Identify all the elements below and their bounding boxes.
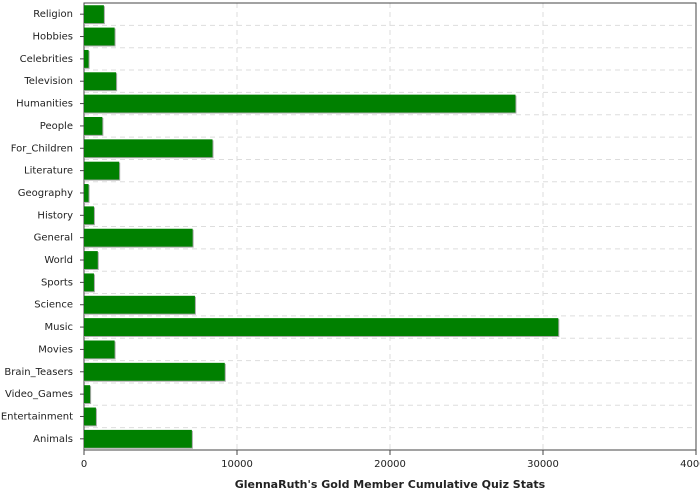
bar	[84, 139, 213, 158]
y-tick-label: For_Children	[11, 143, 73, 154]
bar	[84, 273, 94, 292]
y-tick-label: Sports	[41, 277, 73, 288]
y-tick-label: Humanities	[16, 99, 73, 110]
y-tick-label: Entertainment	[1, 411, 73, 422]
y-tick-label: Literature	[24, 166, 73, 177]
y-tick-label: Music	[45, 322, 73, 333]
y-tick-label: Science	[34, 300, 73, 311]
bar	[84, 429, 192, 448]
bar	[84, 27, 115, 46]
y-tick-label: Brain_Teasers	[4, 367, 73, 378]
y-tick-label: Movies	[38, 344, 73, 355]
bar	[84, 362, 225, 381]
x-tick-label: 0	[81, 459, 87, 470]
y-tick-label: Religion	[33, 9, 73, 20]
bar	[84, 228, 193, 247]
bar	[84, 385, 91, 404]
y-tick-label: Television	[23, 76, 73, 87]
bar	[84, 5, 104, 24]
bar	[84, 184, 89, 202]
bar	[84, 206, 94, 225]
y-tick-label: Video_Games	[5, 389, 73, 400]
x-tick-label: 20000	[374, 459, 406, 470]
plot-frame	[83, 2, 697, 451]
chart-title: GlennaRuth's Gold Member Cumulative Quiz…	[235, 478, 546, 491]
y-tick-label: Animals	[33, 434, 73, 445]
bar	[84, 161, 120, 180]
bar	[84, 340, 115, 359]
y-tick-label: People	[40, 121, 73, 132]
y-tick-label: World	[44, 255, 73, 266]
y-tick-label: Celebrities	[20, 54, 73, 65]
bar	[84, 295, 195, 314]
bar	[84, 94, 516, 113]
y-tick-label: Geography	[18, 188, 73, 199]
y-tick-label: History	[37, 210, 73, 221]
bar	[84, 407, 96, 426]
x-tick-label: 30000	[527, 459, 559, 470]
bar	[84, 72, 117, 91]
bar	[84, 318, 559, 337]
bar	[84, 116, 103, 135]
x-tick-label: 10000	[221, 459, 253, 470]
bar	[84, 251, 98, 269]
bar	[84, 49, 89, 68]
x-tick-label: 40000	[680, 459, 700, 470]
y-tick-label: Hobbies	[33, 32, 73, 43]
y-tick-label: General	[34, 233, 73, 244]
